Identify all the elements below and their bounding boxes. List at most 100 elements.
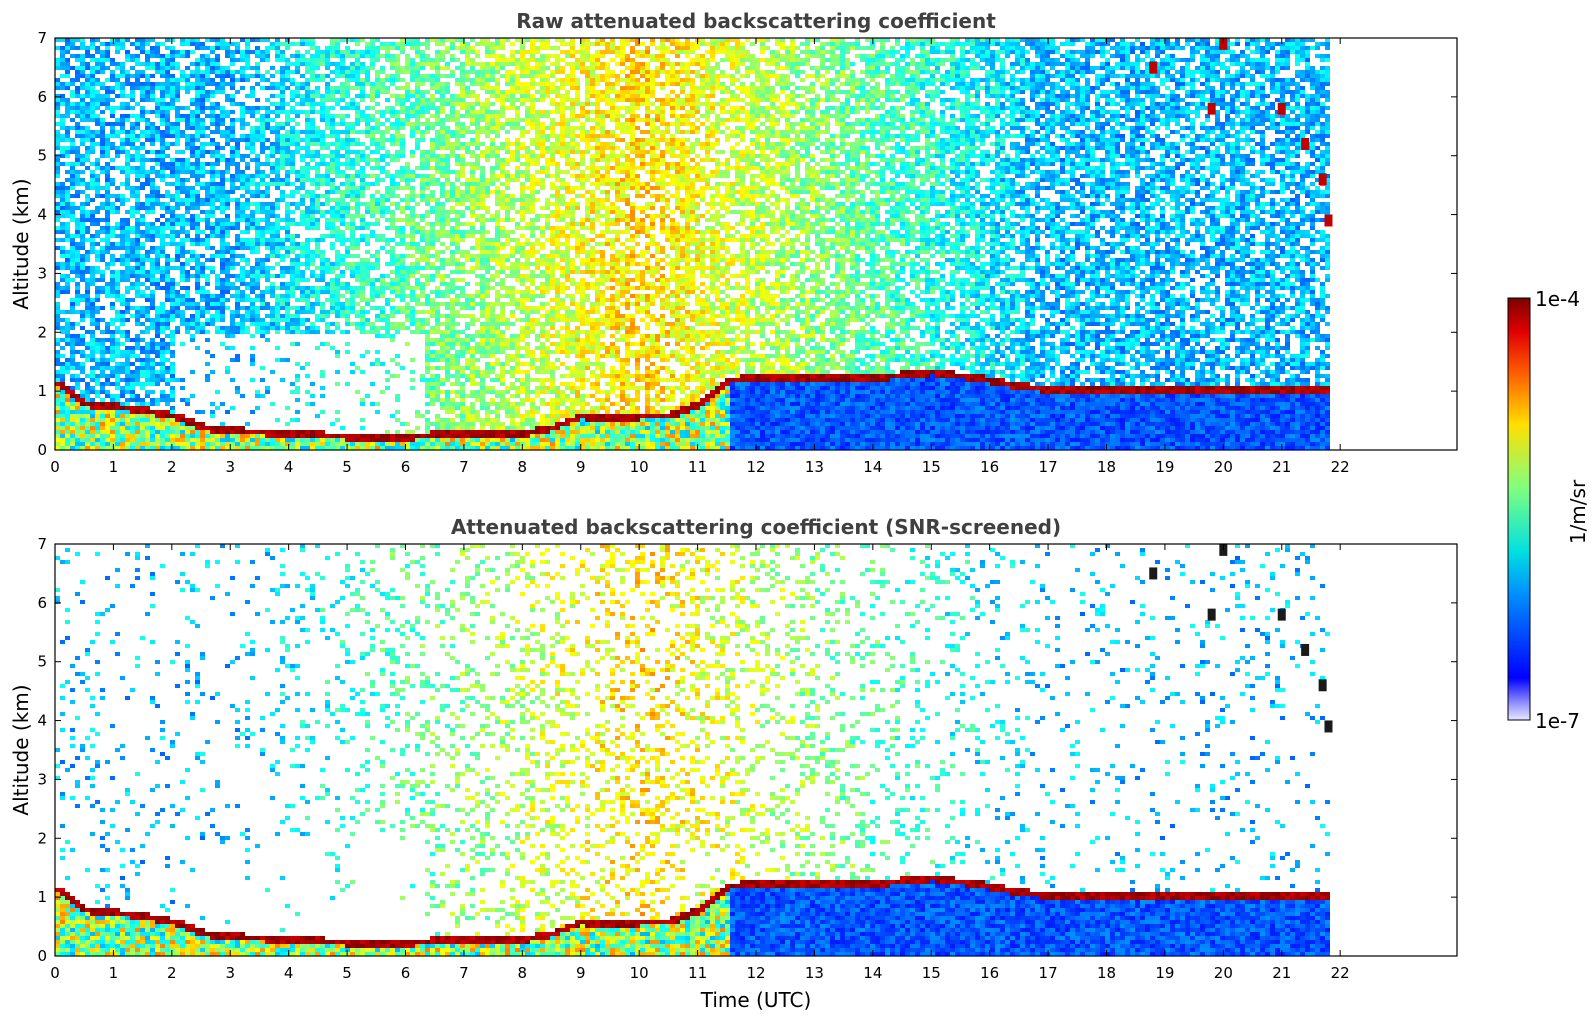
heatmap-cell xyxy=(90,102,95,106)
heatmap-cell xyxy=(430,374,435,378)
heatmap-cell xyxy=(145,346,150,350)
heatmap-cell xyxy=(285,162,290,166)
heatmap-cell xyxy=(375,290,380,294)
heatmap-cell xyxy=(235,90,240,94)
heatmap-cell xyxy=(105,222,110,226)
heatmap-cell xyxy=(220,190,225,194)
heatmap-cell xyxy=(235,202,240,206)
heatmap-cell xyxy=(415,114,420,118)
heatmap-cell xyxy=(285,282,290,286)
heatmap-cell xyxy=(270,126,275,130)
heatmap-cell xyxy=(295,242,300,246)
heatmap-cell xyxy=(170,242,175,246)
heatmap-cell xyxy=(370,142,375,146)
heatmap-cell xyxy=(245,66,250,70)
heatmap-cell xyxy=(260,326,265,330)
heatmap-cell xyxy=(70,138,75,142)
heatmap-cell xyxy=(255,82,260,86)
heatmap-cell xyxy=(205,258,210,262)
heatmap-cell xyxy=(290,110,295,114)
heatmap-cell xyxy=(205,246,210,250)
heatmap-cell xyxy=(355,86,360,90)
heatmap-cell xyxy=(275,230,280,234)
heatmap-cell xyxy=(290,278,295,282)
heatmap-cell xyxy=(195,282,200,286)
heatmap-cell xyxy=(315,242,320,246)
heatmap-cell xyxy=(95,94,100,98)
heatmap-cell xyxy=(340,286,345,290)
heatmap-cell xyxy=(400,230,405,234)
heatmap-cell xyxy=(400,366,405,370)
heatmap-cell xyxy=(310,202,315,206)
heatmap-cell xyxy=(420,110,425,114)
heatmap-cell xyxy=(370,130,375,134)
heatmap-cell xyxy=(390,250,395,254)
heatmap-cell xyxy=(190,110,195,114)
heatmap-cell xyxy=(425,98,430,102)
heatmap-cell xyxy=(190,170,195,174)
heatmap-cell xyxy=(270,254,275,258)
heatmap-cell xyxy=(400,178,405,182)
heatmap-cell xyxy=(415,82,420,86)
heatmap-cell xyxy=(215,302,220,306)
heatmap-cell xyxy=(245,146,250,150)
heatmap-cell xyxy=(95,426,100,430)
heatmap-cell xyxy=(205,190,210,194)
heatmap-cell xyxy=(90,186,95,190)
heatmap-cell xyxy=(335,210,340,214)
heatmap-cell xyxy=(75,86,80,90)
heatmap-cell xyxy=(260,38,265,42)
heatmap-cell xyxy=(250,38,255,42)
heatmap-cell xyxy=(435,142,440,146)
heatmap-cell xyxy=(275,274,280,278)
heatmap-cell xyxy=(265,122,270,126)
heatmap-cell xyxy=(190,418,195,422)
heatmap-cell xyxy=(140,382,145,386)
heatmap-cell xyxy=(180,262,185,266)
heatmap-cell xyxy=(410,190,415,194)
heatmap-cell xyxy=(125,162,130,166)
heatmap-cell xyxy=(110,234,115,238)
heatmap-cell xyxy=(105,446,110,450)
heatmap-cell xyxy=(135,258,140,262)
heatmap-cell xyxy=(275,430,280,434)
heatmap-cell xyxy=(115,430,120,434)
heatmap-cell xyxy=(65,390,70,394)
heatmap-cell xyxy=(390,270,395,274)
heatmap-cell xyxy=(90,430,95,434)
heatmap-cell xyxy=(175,250,180,254)
heatmap-cell xyxy=(135,46,140,50)
heatmap-cell xyxy=(90,274,95,278)
heatmap-cell xyxy=(285,170,290,174)
heatmap-cell xyxy=(235,70,240,74)
heatmap-cell xyxy=(345,314,350,318)
heatmap-cell xyxy=(75,382,80,386)
heatmap-cell xyxy=(180,414,185,418)
heatmap-cell xyxy=(135,154,140,158)
heatmap-cell xyxy=(235,142,240,146)
heatmap-cell xyxy=(145,198,150,202)
heatmap-cell xyxy=(420,442,425,446)
heatmap-cell xyxy=(215,114,220,118)
heatmap-cell xyxy=(230,82,235,86)
heatmap-cell xyxy=(60,422,65,426)
heatmap-cell xyxy=(195,86,200,90)
heatmap-cell xyxy=(275,314,280,318)
heatmap-cell xyxy=(120,370,125,374)
heatmap-cell xyxy=(420,294,425,298)
heatmap-cell xyxy=(65,170,70,174)
heatmap-cell xyxy=(310,382,315,386)
heatmap-cell xyxy=(115,286,120,290)
heatmap-cell xyxy=(100,50,105,54)
heatmap-cell xyxy=(350,262,355,266)
heatmap-cell xyxy=(430,378,435,382)
heatmap-cell xyxy=(100,206,105,210)
heatmap-cell xyxy=(315,50,320,54)
heatmap-cell xyxy=(90,214,95,218)
heatmap-cell xyxy=(395,418,400,422)
heatmap-cell xyxy=(355,198,360,202)
heatmap-cell xyxy=(420,246,425,250)
heatmap-cell xyxy=(195,102,200,106)
heatmap-cell xyxy=(275,206,280,210)
heatmap-cell xyxy=(360,86,365,90)
